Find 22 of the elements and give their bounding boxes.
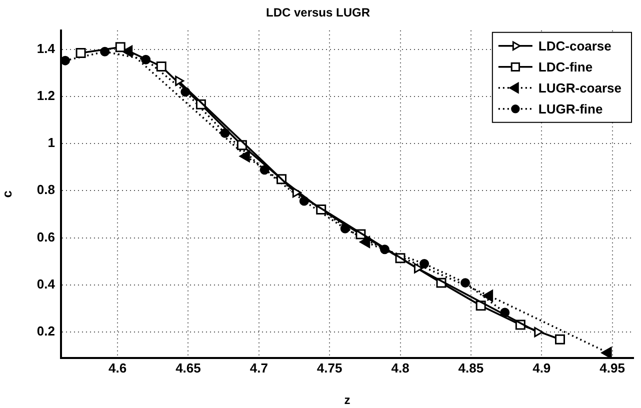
y-tick-label: 0.4 (36, 276, 56, 292)
x-tick-label: 4.95 (600, 360, 625, 376)
y-tick-label: 1.4 (36, 40, 56, 56)
chart-title: LDC versus LUGR (266, 6, 370, 20)
y-tick-label: 1.2 (36, 88, 55, 103)
x-tick-label: 4.85 (458, 360, 484, 376)
x-tick-label: 4.6 (108, 360, 127, 376)
x-tick-label: 4.7 (250, 360, 268, 376)
y-tick-label: 0.2 (36, 324, 55, 339)
x-tick-label: 4.75 (316, 360, 342, 376)
legend-label: LDC-fine (538, 59, 593, 74)
x-axis-title: z (344, 393, 350, 408)
y-axis-title: c (0, 190, 14, 198)
legend-label: LUGR-fine (538, 101, 603, 116)
x-tick-label: 4.65 (176, 360, 201, 376)
legend-label: LDC-coarse (538, 38, 612, 54)
x-tick-label: 4.9 (532, 360, 551, 376)
y-tick-label: 1 (48, 135, 55, 150)
y-tick-label: 0.8 (36, 182, 55, 198)
y-tick-label: 0.6 (36, 229, 55, 244)
legend-label: LUGR-coarse (538, 80, 622, 96)
x-tick-label: 4.8 (391, 360, 410, 376)
